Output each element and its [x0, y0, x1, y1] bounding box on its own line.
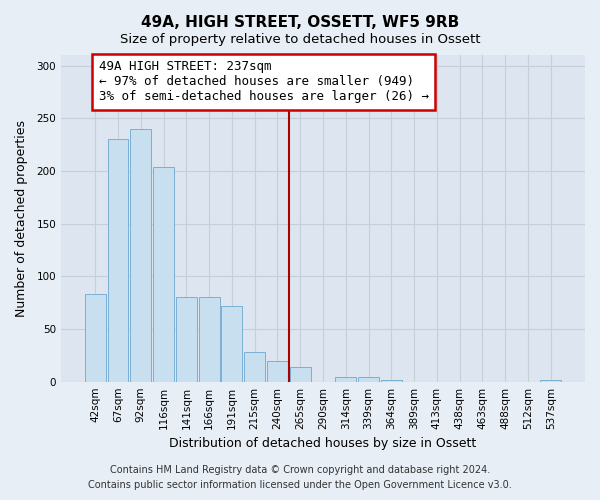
- Bar: [221, 306, 242, 382]
- Bar: [381, 380, 402, 382]
- Bar: [85, 294, 106, 382]
- Text: Contains HM Land Registry data © Crown copyright and database right 2024.
Contai: Contains HM Land Registry data © Crown c…: [88, 465, 512, 490]
- Bar: [153, 166, 174, 382]
- Text: 49A, HIGH STREET, OSSETT, WF5 9RB: 49A, HIGH STREET, OSSETT, WF5 9RB: [141, 15, 459, 30]
- Bar: [107, 140, 128, 382]
- Bar: [130, 129, 151, 382]
- Bar: [290, 367, 311, 382]
- Bar: [244, 352, 265, 382]
- Bar: [267, 360, 288, 382]
- Bar: [335, 378, 356, 382]
- Y-axis label: Number of detached properties: Number of detached properties: [15, 120, 28, 317]
- Bar: [199, 298, 220, 382]
- Text: Size of property relative to detached houses in Ossett: Size of property relative to detached ho…: [120, 32, 480, 46]
- Text: 49A HIGH STREET: 237sqm
← 97% of detached houses are smaller (949)
3% of semi-de: 49A HIGH STREET: 237sqm ← 97% of detache…: [98, 60, 428, 104]
- Bar: [358, 378, 379, 382]
- Bar: [540, 380, 561, 382]
- X-axis label: Distribution of detached houses by size in Ossett: Distribution of detached houses by size …: [169, 437, 476, 450]
- Bar: [176, 298, 197, 382]
